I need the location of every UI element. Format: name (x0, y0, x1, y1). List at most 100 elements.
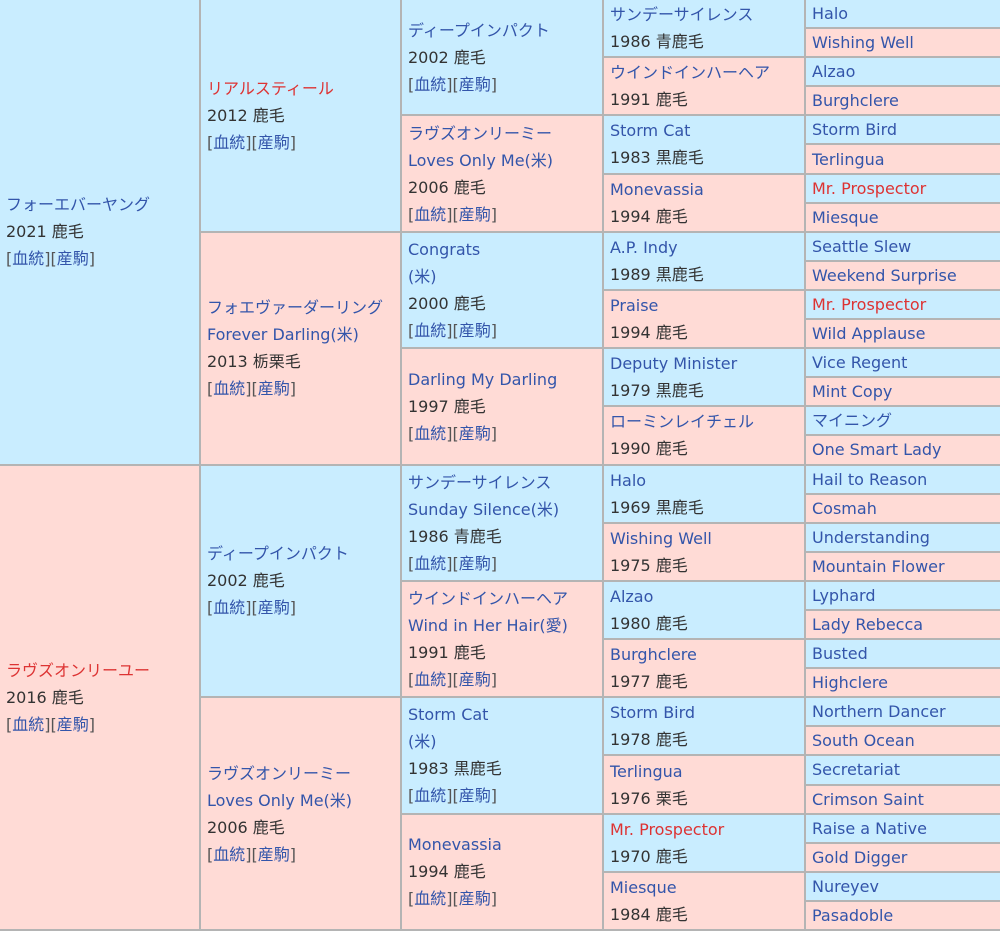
horse-name-link[interactable]: Northern Dancer (812, 702, 946, 722)
offspring-link[interactable]: 産駒 (56, 714, 89, 734)
horse-name-alt-link[interactable]: (米) (408, 266, 437, 286)
offspring-link[interactable]: 産駒 (458, 320, 491, 340)
horse-name-link[interactable]: Seattle Slew (812, 236, 912, 256)
horse-name-link[interactable]: Burghclere (812, 91, 899, 111)
horse-name-link[interactable]: Terlingua (812, 149, 885, 169)
horse-name-link[interactable]: リアルスティール (207, 78, 334, 98)
horse-name-link[interactable]: A.P. Indy (610, 237, 678, 257)
pedigree-link[interactable]: 血統 (414, 786, 447, 806)
horse-name-link[interactable]: ディープインパクト (207, 544, 349, 564)
offspring-link[interactable]: 産駒 (257, 379, 290, 399)
offspring-link[interactable]: 産駒 (458, 204, 491, 224)
horse-name-alt-link[interactable]: Sunday Silence(米) (408, 499, 560, 519)
horse-name-link[interactable]: Understanding (812, 527, 930, 547)
horse-name-link[interactable]: Lady Rebecca (812, 615, 924, 635)
pedigree-links: [血統][産駒] (207, 598, 297, 618)
pedigree-link[interactable]: 血統 (414, 889, 447, 909)
horse-name-link[interactable]: Darling My Darling (408, 369, 558, 389)
horse-name-link[interactable]: フォーエバーヤング (6, 195, 151, 215)
horse-name-link[interactable]: Storm Cat (408, 705, 489, 725)
horse-name-link[interactable]: Burghclere (610, 645, 697, 665)
horse-name-link[interactable]: Congrats (408, 239, 481, 259)
horse-name-link[interactable]: Vice Regent (812, 353, 908, 373)
pedigree-cell-gen4: Alzao 1980 鹿毛 (604, 581, 804, 639)
horse-name-alt-link[interactable]: Forever Darling(米) (207, 325, 359, 345)
horse-name-link[interactable]: ウインドインハーヘア (610, 63, 771, 83)
horse-name-link[interactable]: Wild Applause (812, 324, 926, 344)
horse-name-link[interactable]: Gold Digger (812, 847, 908, 867)
horse-name-link[interactable]: Halo (812, 4, 849, 24)
horse-name-link[interactable]: Weekend Surprise (812, 265, 957, 285)
horse-name-link[interactable]: Mr. Prospector (812, 294, 927, 314)
horse-name-link[interactable]: Storm Bird (812, 120, 898, 140)
horse-name-link[interactable]: Terlingua (610, 761, 683, 781)
horse-name-link[interactable]: ラヴズオンリーユー (6, 660, 151, 680)
horse-name-link[interactable]: Wishing Well (812, 33, 914, 53)
horse-name-link[interactable]: Busted (812, 644, 868, 664)
horse-name-link[interactable]: Crimson Saint (812, 789, 924, 809)
horse-name-link[interactable]: Mr. Prospector (610, 819, 725, 839)
offspring-link[interactable]: 産駒 (458, 670, 491, 690)
offspring-link[interactable]: 産駒 (257, 844, 290, 864)
pedigree-link[interactable]: 血統 (414, 74, 447, 94)
pedigree-link[interactable]: 血統 (213, 132, 246, 152)
offspring-link[interactable]: 産駒 (458, 74, 491, 94)
horse-name-link[interactable]: Storm Bird (610, 703, 696, 723)
horse-name-link[interactable]: Raise a Native (812, 818, 927, 838)
horse-name-link[interactable]: Secretariat (812, 760, 901, 780)
offspring-link[interactable]: 産駒 (458, 786, 491, 806)
horse-name-link[interactable]: Mint Copy (812, 382, 893, 402)
pedigree-link[interactable]: 血統 (414, 670, 447, 690)
pedigree-link[interactable]: 血統 (414, 423, 447, 443)
pedigree-link[interactable]: 血統 (213, 379, 246, 399)
horse-name-link[interactable]: Praise (610, 296, 659, 316)
horse-name-alt-link[interactable]: Loves Only Me(米) (207, 790, 353, 810)
horse-name-link[interactable]: ウインドインハーヘア (408, 589, 569, 609)
offspring-link[interactable]: 産駒 (257, 132, 290, 152)
offspring-link[interactable]: 産駒 (458, 553, 491, 573)
offspring-link[interactable]: 産駒 (257, 598, 290, 618)
horse-name-alt-link[interactable]: Wind in Her Hair(愛) (408, 616, 568, 636)
horse-name-link[interactable]: Mr. Prospector (812, 178, 927, 198)
horse-name-link[interactable]: Miesque (812, 207, 879, 227)
horse-name-alt-link[interactable]: (米) (408, 732, 437, 752)
horse-name-link[interactable]: Wishing Well (610, 528, 712, 548)
horse-name-link[interactable]: South Ocean (812, 731, 915, 751)
horse-name-link[interactable]: Storm Cat (610, 121, 691, 141)
horse-name-link[interactable]: Lyphard (812, 585, 876, 605)
horse-name-link[interactable]: Highclere (812, 673, 888, 693)
pedigree-link[interactable]: 血統 (414, 320, 447, 340)
offspring-link[interactable]: 産駒 (56, 249, 89, 269)
horse-name-link[interactable]: サンデーサイレンス (408, 472, 552, 492)
horse-name-link[interactable]: Alzao (812, 62, 856, 82)
horse-name-link[interactable]: Halo (610, 470, 647, 490)
horse-name-link[interactable]: Deputy Minister (610, 354, 738, 374)
pedigree-link[interactable]: 血統 (12, 249, 45, 269)
horse-name-link[interactable]: Monevassia (610, 179, 704, 199)
horse-name-link[interactable]: Alzao (610, 586, 654, 606)
pedigree-link[interactable]: 血統 (414, 204, 447, 224)
offspring-link[interactable]: 産駒 (458, 889, 491, 909)
horse-name-link[interactable]: ディープインパクト (408, 20, 550, 40)
horse-name-link[interactable]: One Smart Lady (812, 440, 942, 460)
horse-name-link[interactable]: Hail to Reason (812, 469, 928, 489)
pedigree-cell-gen4: サンデーサイレンス 1986 青鹿毛 (604, 0, 804, 57)
horse-name-link[interactable]: フォエヴァーダーリング (207, 298, 384, 318)
horse-name-link[interactable]: ラヴズオンリーミー (408, 123, 553, 143)
offspring-link[interactable]: 産駒 (458, 423, 491, 443)
horse-name-link[interactable]: Pasadoble (812, 905, 894, 925)
horse-name-alt-link[interactable]: Loves Only Me(米) (408, 150, 554, 170)
pedigree-link[interactable]: 血統 (12, 714, 45, 734)
pedigree-link[interactable]: 血統 (213, 844, 246, 864)
pedigree-link[interactable]: 血統 (213, 598, 246, 618)
horse-name-link[interactable]: Nureyev (812, 876, 879, 896)
horse-name-link[interactable]: サンデーサイレンス (610, 5, 754, 25)
horse-name-link[interactable]: Mountain Flower (812, 556, 945, 576)
horse-name-link[interactable]: Monevassia (408, 835, 502, 855)
pedigree-link[interactable]: 血統 (414, 553, 447, 573)
horse-name-link[interactable]: ローミンレイチェル (610, 412, 755, 432)
horse-name-link[interactable]: Cosmah (812, 498, 877, 518)
horse-name-link[interactable]: ラヴズオンリーミー (207, 763, 352, 783)
horse-name-link[interactable]: Miesque (610, 877, 677, 897)
horse-name-link[interactable]: マイニング (812, 411, 893, 431)
